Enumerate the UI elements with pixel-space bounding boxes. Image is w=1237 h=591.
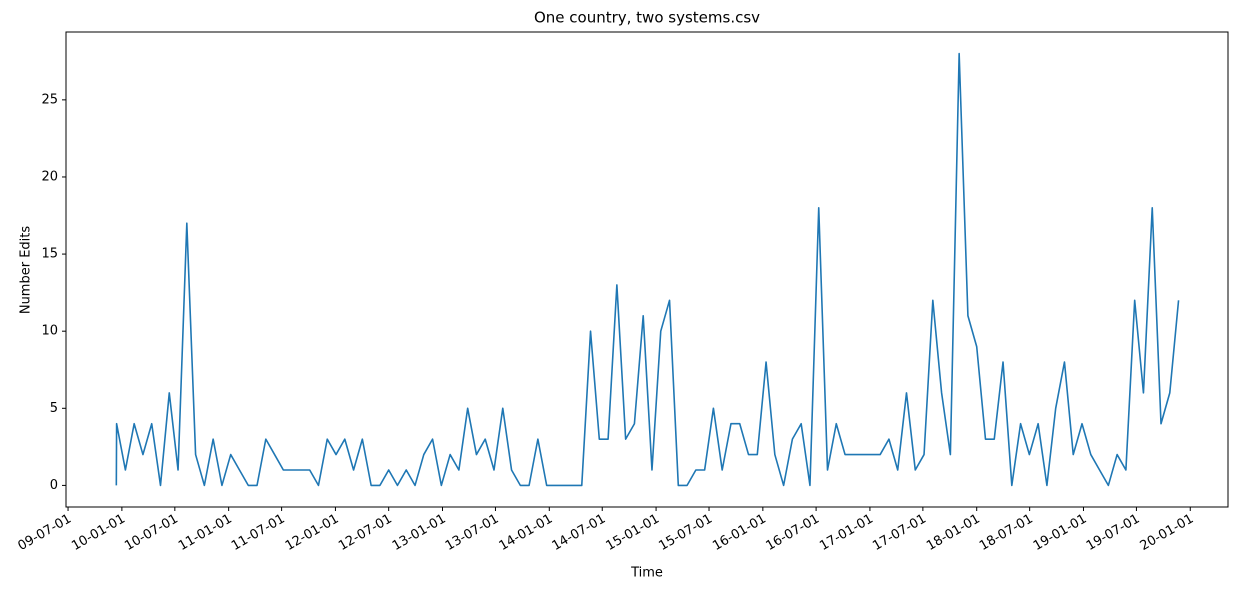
x-tick-label: 10-01-01: [69, 511, 128, 553]
x-tick-label: 20-01-01: [1138, 511, 1197, 553]
x-tick-label: 15-01-01: [603, 511, 662, 553]
x-tick-label: 16-01-01: [710, 511, 769, 553]
y-tick-label: 5: [50, 401, 58, 416]
x-tick-label: 19-07-01: [1084, 511, 1143, 553]
y-tick-label: 20: [41, 169, 58, 184]
x-tick-label: 12-07-01: [336, 511, 395, 553]
x-tick-label: 14-01-01: [497, 511, 556, 553]
x-tick-label: 19-01-01: [1031, 511, 1090, 553]
data-line: [115, 52, 1180, 487]
x-tick-label: 15-07-01: [656, 511, 715, 553]
x-tick-label: 18-01-01: [924, 511, 983, 553]
x-tick-label: 13-01-01: [390, 511, 449, 553]
chart-title: One country, two systems.csv: [534, 9, 760, 27]
x-tick-label: 11-07-01: [229, 511, 288, 553]
y-tick-label: 25: [41, 92, 58, 107]
x-tick-label: 11-01-01: [176, 511, 235, 553]
y-tick-label: 10: [41, 324, 58, 339]
y-tick-label: 0: [50, 478, 58, 493]
x-tick-label: 12-01-01: [283, 511, 342, 553]
y-tick-label: 15: [41, 247, 58, 262]
x-tick-label: 17-01-01: [817, 511, 876, 553]
x-axis-label: Time: [630, 566, 663, 581]
x-tick-label: 14-07-01: [550, 511, 609, 553]
x-tick-label: 17-07-01: [870, 511, 929, 553]
plot-frame: [65, 31, 1229, 508]
x-tick-label: 10-07-01: [122, 511, 181, 553]
x-tick-label: 16-07-01: [763, 511, 822, 553]
x-tick-label: 13-07-01: [443, 511, 502, 553]
x-tick-label: 18-07-01: [977, 511, 1036, 553]
x-tick-label: 09-07-01: [15, 511, 74, 553]
y-axis-label: Number Edits: [19, 226, 34, 315]
